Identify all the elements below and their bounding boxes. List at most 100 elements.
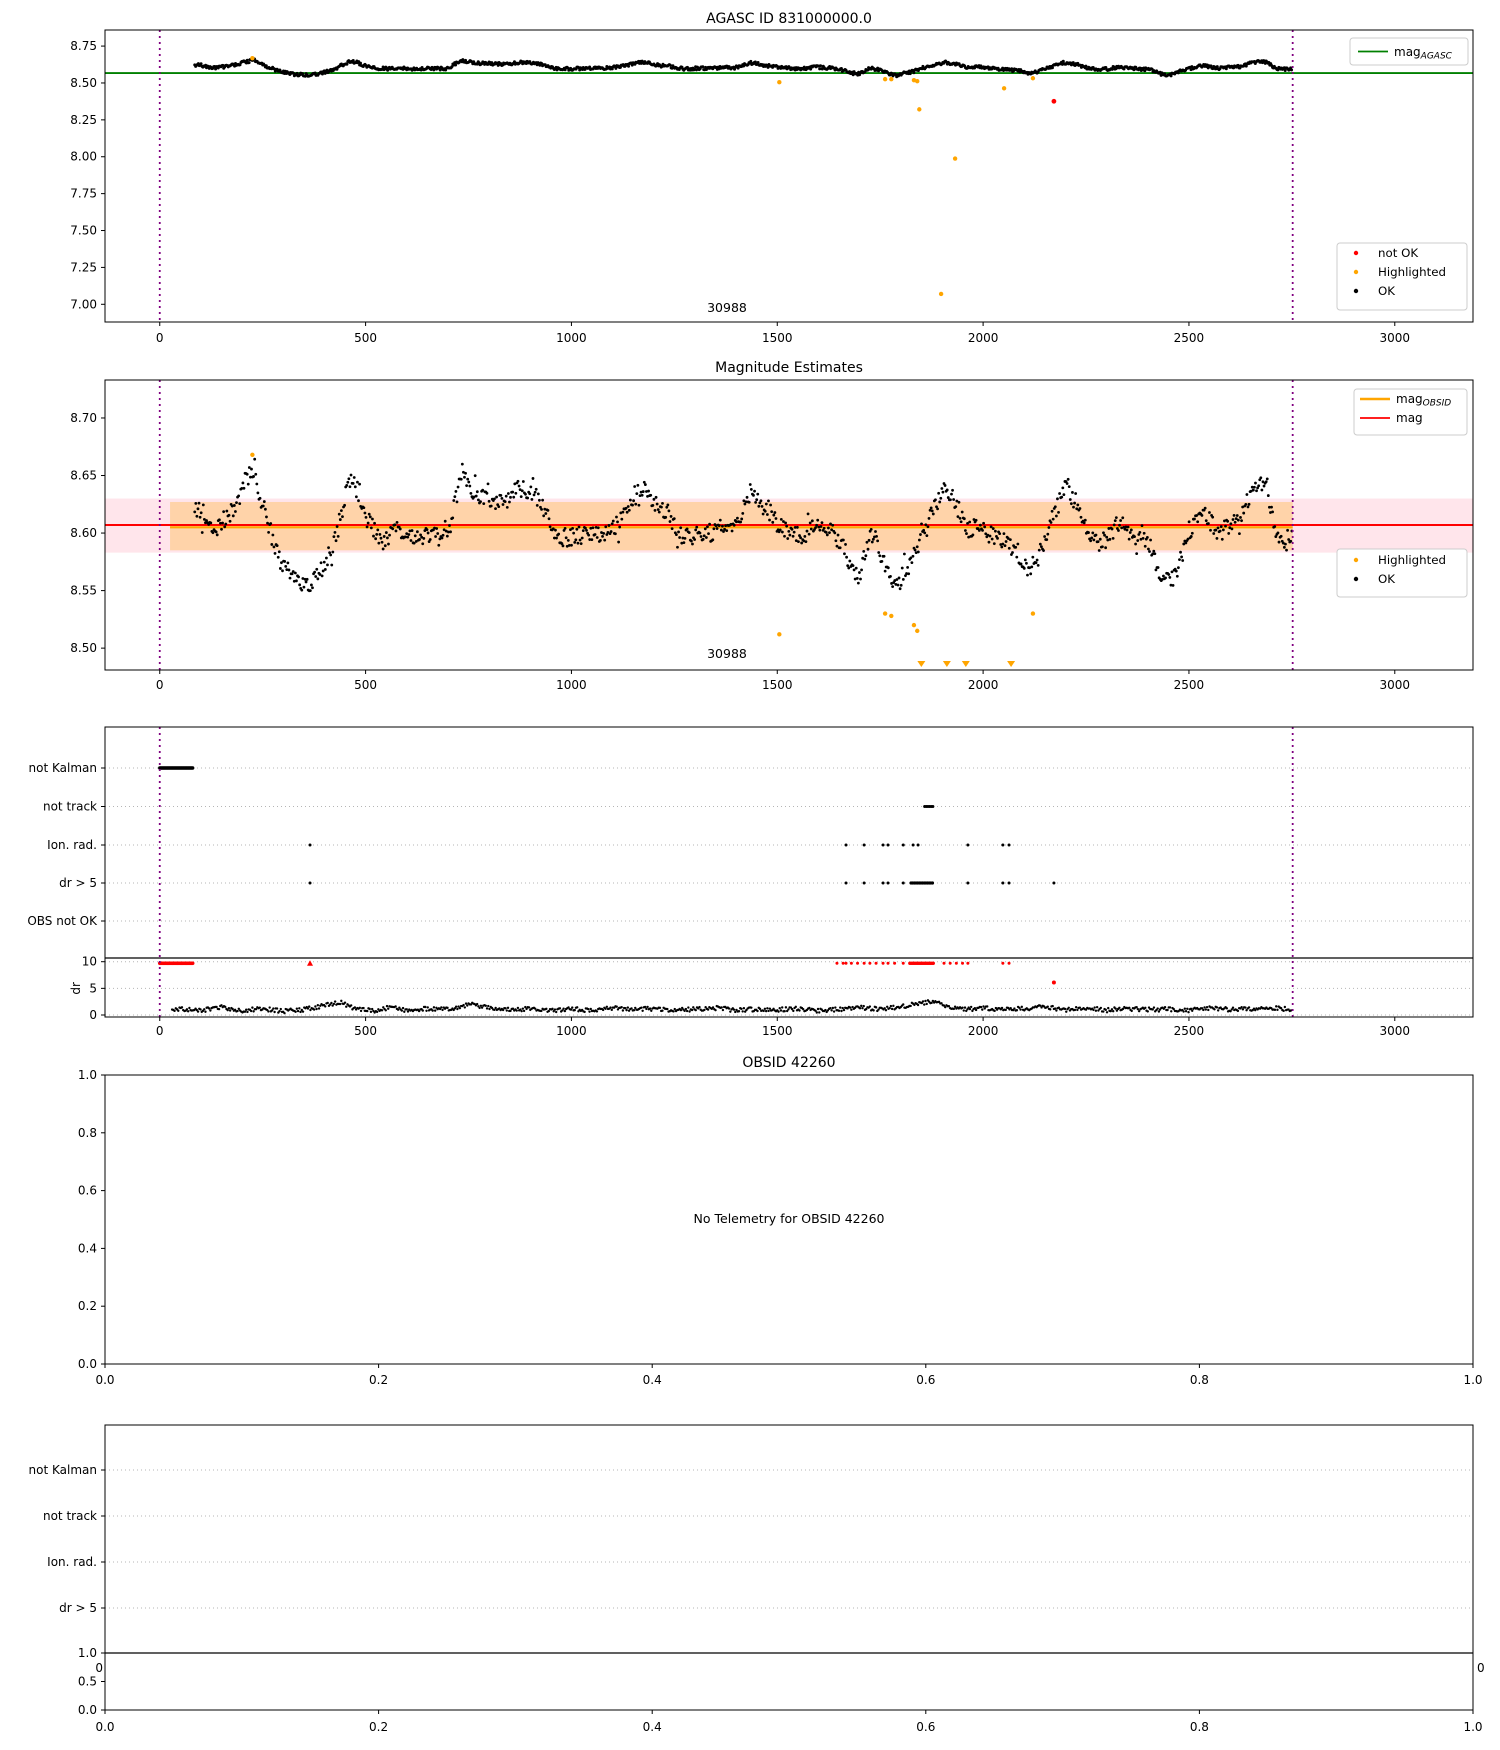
dr-trace-point [573,1008,576,1012]
ok-point [880,559,884,563]
ok-point [505,505,509,509]
ok-point [763,509,767,513]
dr-trace-point [625,1008,628,1012]
ok-point [760,504,764,508]
dr-trace-point [966,1008,969,1011]
ok-point [495,495,498,499]
dr-trace-point [610,1008,613,1012]
dr-trace-point [986,1005,989,1008]
ok-point [753,60,757,64]
ok-point [732,523,736,527]
ok-point [959,520,963,524]
dr-trace-point [177,1009,180,1012]
ok-point [960,510,964,514]
plot5-category-label: Ion. rad. [47,1555,97,1569]
ok-point [437,543,441,547]
ok-point [386,536,389,540]
dr-gt5-point [844,881,848,885]
dr-trace-point [1152,1006,1156,1009]
dr-trace-point [589,1007,592,1011]
ok-point [626,505,630,508]
dr-trace-point [326,1001,329,1005]
dr-trace-point [1109,1009,1112,1013]
ok-point [962,517,966,521]
ok-point [779,518,783,521]
dr-trace-point [1114,1007,1117,1010]
dr-trace-point [441,1008,444,1012]
dr-red-point [901,961,905,965]
ok-point [497,505,501,509]
plot1-legend-line-box [1349,37,1469,66]
ok-point [1164,576,1167,580]
highlighted-point [777,80,782,85]
not-ok-point [1051,98,1057,104]
ok-point [343,503,346,507]
dr-trace-point [961,1006,964,1009]
ok-point [996,536,999,540]
dr-trace-point [1184,1010,1188,1013]
ok-point [580,536,584,540]
ok-point [1126,525,1130,529]
ok-point [241,481,245,485]
ok-point [1234,517,1238,521]
dr-trace-point [952,1007,956,1011]
dr-trace-point [763,1007,767,1010]
dr-trace-point [359,1009,363,1013]
ok-point [1007,546,1011,550]
ok-point [394,529,398,533]
ok-point [652,497,656,501]
plot3-dr-trace [170,999,1293,1015]
ok-point [1066,477,1070,481]
plot2-x-tick-label: 0 [156,678,164,692]
ok-point [780,530,784,534]
dr-trace-point [353,1006,357,1009]
ok-point [1209,64,1213,68]
ok-point [1054,514,1058,518]
ok-point [514,491,518,495]
ok-point [743,502,747,506]
dr-trace-point [874,1006,878,1009]
ok-point [611,519,615,523]
ok-point [664,515,668,519]
dr-trace-point [627,1009,631,1012]
ok-point [1129,528,1133,532]
dr-trace-point [575,1006,579,1009]
dr-trace-point [721,1008,725,1012]
ok-point [518,488,522,492]
dr-trace-point [737,1010,741,1013]
ok-point [636,483,640,487]
dr-trace-point [504,1007,507,1010]
ok-point [374,537,378,541]
plot1-ok-scatter [193,57,1294,79]
ok-point [1214,528,1218,532]
ok-point [804,540,808,544]
dr-trace-point [783,1010,786,1013]
ok-point [876,539,880,543]
ok-point [388,533,391,537]
dr-trace-point [630,1007,633,1010]
ok-point [679,526,683,530]
dr-trace-point [188,1006,191,1010]
ok-point [938,500,942,504]
ok-point [436,532,440,535]
ok-point [316,577,320,581]
legend-marker-label: Highlighted [1378,553,1446,567]
ok-point [665,505,669,509]
ok-point [653,508,657,512]
dr-trace-point [463,1006,467,1009]
ok-point [870,540,874,544]
ok-point [599,538,602,542]
dr-trace-point [860,1004,863,1008]
ok-point [500,496,504,500]
ok-point [456,485,460,489]
dr-trace-point [666,1007,669,1011]
ok-point [331,550,335,554]
ok-point [1190,65,1194,69]
ok-point [347,477,351,481]
ok-point [858,571,861,574]
ok-point [1244,503,1248,506]
ok-point [899,583,903,587]
ok-point [790,527,794,531]
ok-point [647,489,650,493]
dr-trace-point [658,1006,662,1010]
